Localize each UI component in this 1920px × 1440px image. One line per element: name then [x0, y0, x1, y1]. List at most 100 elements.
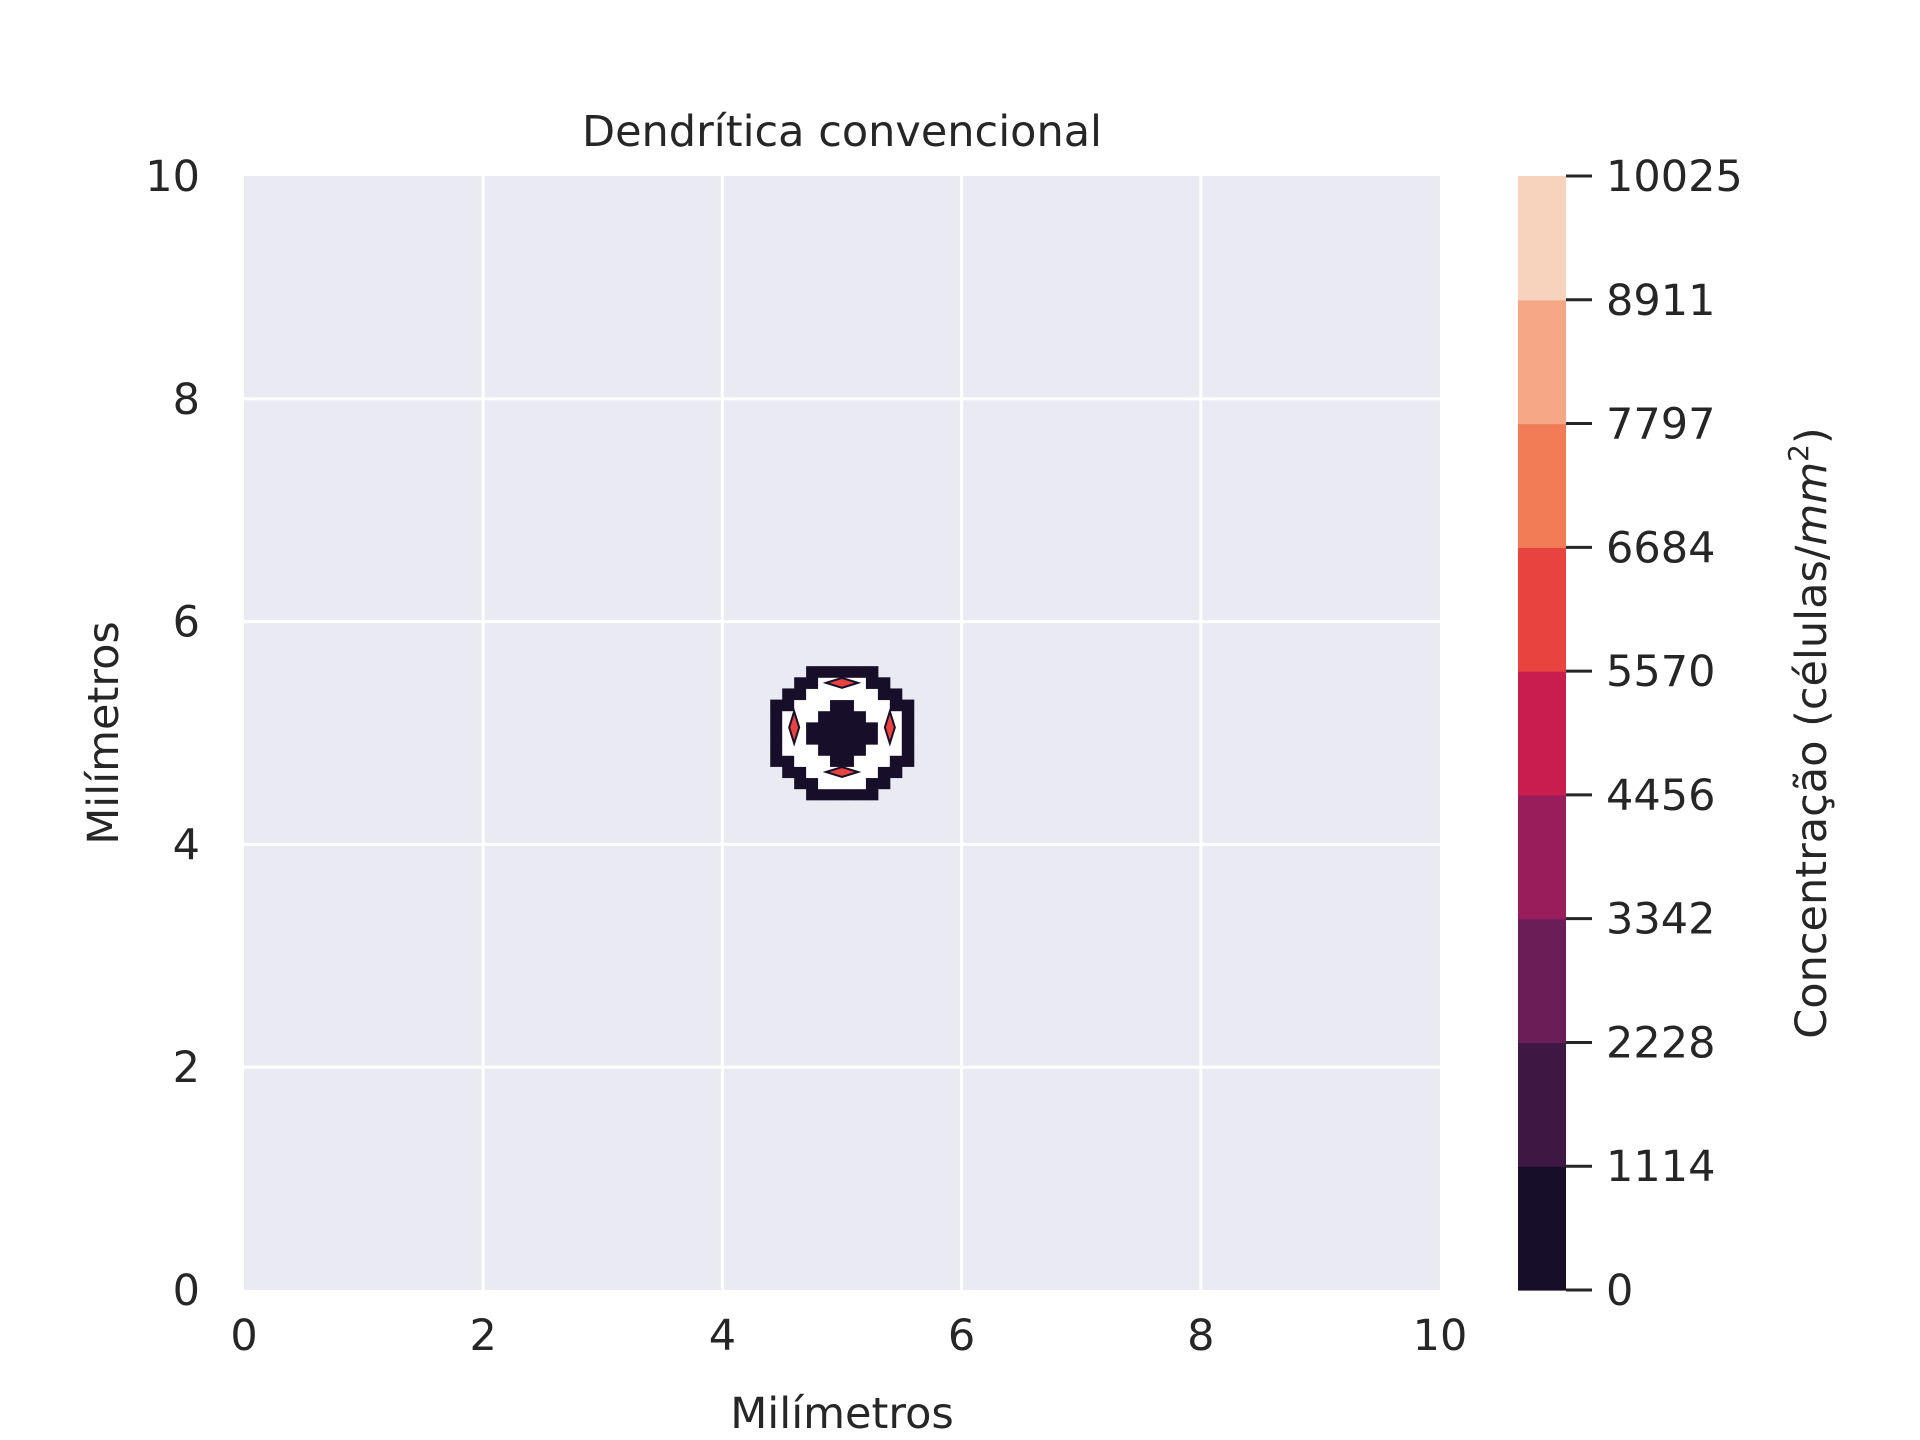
colorbar-tick-label: 10025	[1606, 152, 1743, 202]
contour-cell	[782, 733, 795, 745]
contour-cell	[842, 755, 855, 767]
contour-cell	[877, 688, 891, 701]
contour-cell	[818, 699, 831, 712]
contour-cell	[818, 733, 831, 745]
contour-cell	[782, 744, 795, 756]
contour-cell	[865, 666, 879, 678]
colorbar-band	[1518, 423, 1566, 548]
contour-cell	[770, 733, 783, 745]
contour-cell	[818, 666, 831, 678]
contour-cell	[865, 755, 879, 767]
y-tick-label: 4	[173, 820, 200, 870]
contour-cell	[770, 755, 783, 767]
colorbar-tick-label: 4456	[1606, 771, 1715, 821]
colorbar-tick-label: 6684	[1606, 523, 1715, 573]
contour-cell	[806, 733, 819, 745]
contour-cell	[853, 688, 867, 701]
contour-cell	[770, 699, 783, 712]
contour-cell	[818, 688, 831, 701]
y-tick-label: 0	[173, 1266, 200, 1316]
y-tick-label: 2	[173, 1043, 200, 1093]
x-tick-label: 4	[709, 1311, 736, 1361]
colorbar-band	[1518, 176, 1566, 301]
contour-cell	[806, 744, 819, 756]
contour-cell	[853, 733, 867, 745]
contour-cell	[794, 710, 807, 723]
contour-cell	[901, 721, 915, 734]
contour-cell	[877, 755, 891, 767]
contour-cell	[782, 766, 795, 779]
contour-cell	[901, 733, 915, 745]
contour-cell	[818, 721, 831, 734]
x-tick-label: 2	[470, 1311, 497, 1361]
chart-title: Dendrítica convencional	[582, 107, 1102, 157]
contour-cell	[853, 788, 867, 801]
contour-cell	[853, 755, 867, 767]
contour-cell	[877, 699, 891, 712]
contour-cell	[889, 744, 903, 756]
contour-cell	[818, 777, 831, 790]
contour-cell	[842, 710, 855, 723]
contour-cell	[770, 721, 783, 734]
contour-peak	[788, 708, 801, 747]
colorbar-tick-label: 8911	[1606, 276, 1715, 326]
contour-cell	[901, 699, 915, 712]
colorbar	[1518, 176, 1566, 1291]
contour-cell	[830, 733, 843, 745]
colorbar-tick-label: 1114	[1606, 1142, 1715, 1192]
x-tick-label: 10	[1413, 1311, 1468, 1361]
contour-cell	[794, 677, 807, 689]
colorbar-label: Concentração (células/mm2)	[1782, 427, 1837, 1038]
colorbar-label-prefix: Concentração (células/	[1787, 545, 1837, 1039]
contour-cell	[853, 721, 867, 734]
contour-cell	[830, 699, 843, 712]
x-tick-label: 8	[1187, 1311, 1214, 1361]
contour-cell	[830, 744, 843, 756]
contour-cell	[877, 766, 891, 779]
contour-cell	[830, 688, 843, 701]
contour-cell	[806, 766, 819, 779]
contour-cell	[806, 710, 819, 723]
y-tick-label: 10	[145, 152, 200, 202]
y-tick-label: 6	[173, 598, 200, 648]
contour-cell	[865, 699, 879, 712]
contour-cell	[782, 710, 795, 723]
contour-cell	[830, 777, 843, 790]
colorbar-band	[1518, 671, 1566, 796]
contour-cell	[877, 710, 891, 723]
colorbar-band	[1518, 299, 1566, 425]
colorbar-tick-labels: 0 1114 2228 3342 4456 5570 6684 7797 8911 10025	[1566, 152, 1743, 1316]
contour-cell	[794, 721, 807, 734]
contour-cell	[853, 744, 867, 756]
contour-cell	[877, 733, 891, 745]
contour-cell	[889, 766, 903, 779]
contour-cell	[794, 766, 807, 779]
contour-cell	[806, 666, 819, 678]
contour-cell	[842, 699, 855, 712]
contour-cell	[782, 755, 795, 767]
contour-cell	[889, 733, 903, 745]
contour-cell	[830, 755, 843, 767]
contour-cell	[853, 699, 867, 712]
colorbar-band	[1518, 1042, 1566, 1167]
contour-cell	[853, 777, 867, 790]
contour-cell	[877, 777, 891, 790]
contour-cell	[865, 721, 879, 734]
x-axis-label: Milímetros	[730, 1389, 954, 1439]
contour-cell	[842, 744, 855, 756]
contour-cell	[830, 710, 843, 723]
colorbar-tick-label: 2228	[1606, 1018, 1715, 1068]
contour-cell	[842, 733, 855, 745]
contour-cell	[794, 688, 807, 701]
contour-cell	[889, 755, 903, 767]
contour-cell	[901, 744, 915, 756]
contour-cell	[794, 733, 807, 745]
colorbar-band	[1518, 918, 1566, 1044]
contour-cell	[818, 710, 831, 723]
colorbar-tick-label: 3342	[1606, 895, 1715, 945]
contour-cell	[877, 677, 891, 689]
contour-cell	[889, 710, 903, 723]
contour-cell	[806, 721, 819, 734]
contour-cell	[806, 688, 819, 701]
